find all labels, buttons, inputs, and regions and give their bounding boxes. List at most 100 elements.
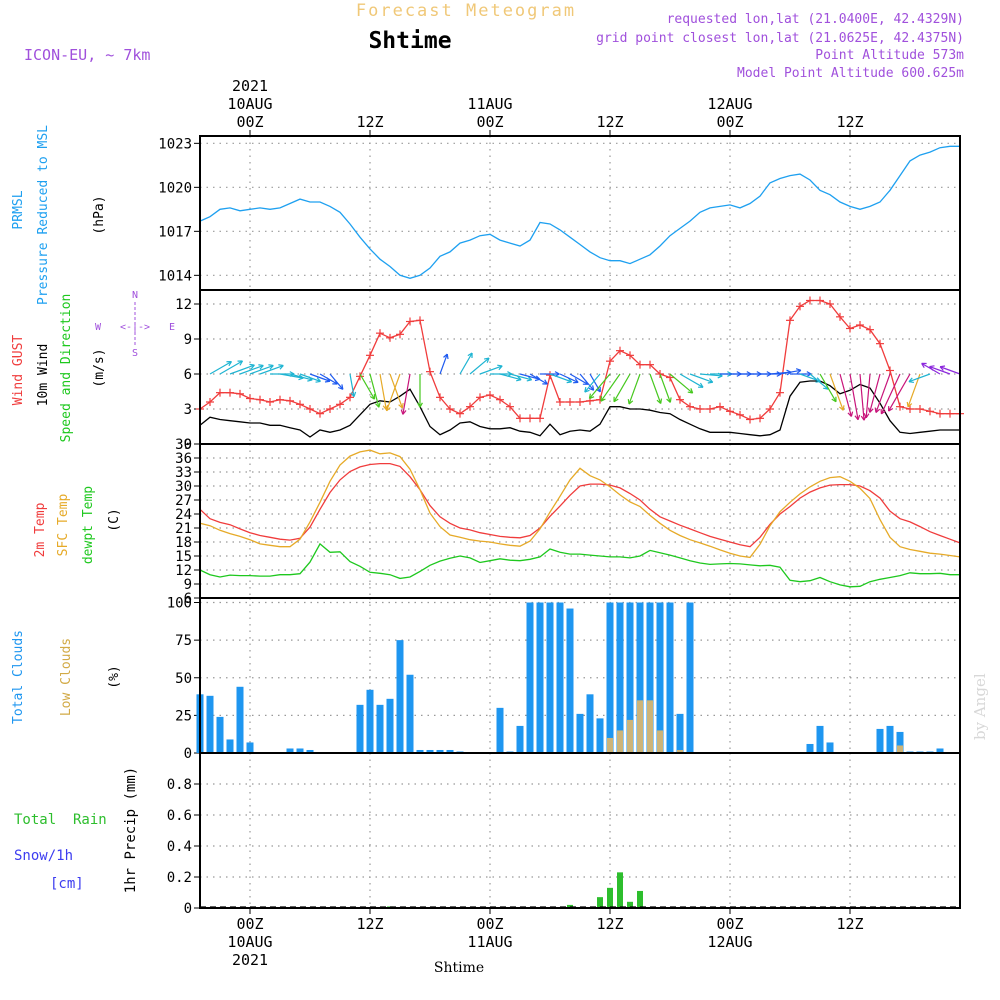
pressure-unit: (hPa) bbox=[92, 195, 107, 234]
wind-arrow bbox=[779, 368, 802, 375]
y-tick-label: 3 bbox=[184, 402, 192, 418]
gust-marker bbox=[206, 398, 214, 406]
location-name: Shtime bbox=[368, 28, 451, 54]
wind-arrow bbox=[689, 373, 714, 384]
wind-arrow-shaft bbox=[613, 373, 631, 403]
gust-marker bbox=[666, 373, 674, 382]
y-tick-label: 0.6 bbox=[167, 808, 192, 824]
wind-arrow bbox=[349, 373, 357, 398]
wind-arrow-head bbox=[554, 371, 560, 375]
wind-arrow-head bbox=[417, 402, 421, 408]
low_clouds-bar bbox=[677, 749, 683, 753]
gust-marker bbox=[486, 391, 494, 399]
dew-label: dewpt Temp bbox=[81, 486, 96, 564]
top-tick-label: 00Z bbox=[236, 113, 263, 131]
gust-marker bbox=[746, 415, 754, 424]
y-tick-label: 1023 bbox=[158, 136, 192, 152]
wind-arrow-head bbox=[486, 357, 490, 363]
wind-arrow-head bbox=[483, 357, 490, 360]
total_clouds-bar bbox=[426, 749, 434, 753]
wind-arrow bbox=[849, 373, 861, 421]
wind-arrow bbox=[600, 373, 621, 402]
y-tick-label: 9 bbox=[184, 577, 192, 593]
wind-arrow-head bbox=[250, 364, 255, 370]
wind-arrow-head bbox=[708, 378, 714, 383]
gust-marker bbox=[456, 409, 464, 418]
gust-marker bbox=[716, 402, 724, 411]
gust-marker bbox=[606, 357, 614, 366]
wind-arrow-shaft bbox=[319, 373, 338, 385]
total_clouds-bar bbox=[616, 602, 624, 753]
wind-arrow-head bbox=[907, 403, 913, 408]
point-altitude: Point Altitude 573m bbox=[815, 48, 964, 63]
wind-arrow bbox=[669, 373, 694, 394]
wind-line bbox=[199, 380, 960, 438]
gust-marker bbox=[846, 324, 854, 333]
pressure-label-2: Pressure Reduced to MSL bbox=[36, 125, 51, 305]
wind-arrow bbox=[659, 373, 672, 403]
gust-marker bbox=[256, 395, 264, 404]
wind-arrow bbox=[469, 357, 490, 375]
total_clouds-bar bbox=[396, 640, 404, 753]
wind-arrow bbox=[389, 373, 404, 409]
wind-arrow bbox=[359, 373, 376, 400]
rain-label: Total Rain bbox=[14, 812, 107, 828]
gust-marker bbox=[306, 405, 314, 413]
total_clouds-bar bbox=[556, 602, 564, 753]
rain-bar bbox=[607, 887, 613, 908]
gust-marker bbox=[406, 317, 414, 326]
y-tick-label: 0 bbox=[184, 901, 192, 917]
gust-marker bbox=[876, 339, 884, 348]
top-tick-label: 12AUG bbox=[707, 95, 752, 113]
wind-arrow-head bbox=[875, 408, 881, 413]
wind-arrow-shaft bbox=[659, 373, 671, 403]
wind-arrow-shaft bbox=[819, 373, 837, 403]
gust-marker bbox=[866, 325, 874, 334]
wind-arrow-shaft bbox=[459, 352, 473, 375]
bottom-tick-label: 00Z bbox=[716, 915, 743, 933]
gust-marker bbox=[316, 409, 324, 418]
gust-marker bbox=[506, 402, 514, 411]
rain-bar bbox=[617, 872, 623, 908]
wind-arrow bbox=[874, 373, 891, 413]
wind-arrow-head bbox=[507, 371, 513, 375]
total_clouds-bar bbox=[936, 748, 944, 753]
y-tick-label: 0.4 bbox=[167, 839, 192, 855]
wind-arrow-head bbox=[929, 366, 934, 371]
wind-arrow-shaft bbox=[559, 373, 579, 383]
wind-arrow bbox=[908, 373, 931, 384]
wind-arrow-shaft bbox=[859, 373, 865, 421]
bottom-tick-label: 10AUG bbox=[227, 933, 272, 951]
pressure-panel: PRMSL Pressure Reduced to MSL (hPa) 1014… bbox=[11, 125, 961, 305]
wind-arrow-shaft bbox=[849, 373, 859, 420]
wind-arrow-shaft bbox=[869, 373, 881, 413]
total_clouds-bar bbox=[436, 749, 444, 753]
gust-marker bbox=[786, 316, 794, 325]
low_clouds-bar bbox=[637, 700, 643, 753]
wind-arrow-shaft bbox=[499, 373, 522, 381]
y-tick-label: 1014 bbox=[158, 268, 192, 284]
wind-arrow-head bbox=[806, 371, 812, 375]
gust-marker bbox=[616, 346, 624, 355]
wind-arrow-head bbox=[865, 413, 870, 419]
wind-arrow-head bbox=[249, 363, 255, 366]
wind-arrow-head bbox=[666, 398, 671, 403]
bottom-tick-label: 12AUG bbox=[707, 933, 752, 951]
wind-arrow-head bbox=[869, 408, 874, 413]
wind-arrow-head bbox=[660, 398, 663, 404]
temperature-panel: 2m Temp SFC Temp dewpt Temp (C) 69121518… bbox=[33, 437, 961, 607]
bottom-tick-label: 12Z bbox=[596, 915, 623, 933]
y-tick-label: 15 bbox=[175, 549, 192, 565]
y-tick-label: 21 bbox=[175, 521, 192, 537]
low_clouds-bar bbox=[627, 719, 633, 753]
gust-marker bbox=[706, 405, 714, 413]
wind-arrow-head bbox=[588, 393, 592, 399]
wind-arrow-head bbox=[386, 407, 391, 412]
wind-arrow-head bbox=[600, 398, 606, 402]
wind-arrow-head bbox=[906, 401, 909, 407]
snow-label: Snow/1h bbox=[14, 848, 73, 864]
gust-marker bbox=[276, 395, 284, 404]
total_clouds-bar bbox=[596, 718, 604, 753]
y-tick-label: 39 bbox=[175, 437, 192, 453]
